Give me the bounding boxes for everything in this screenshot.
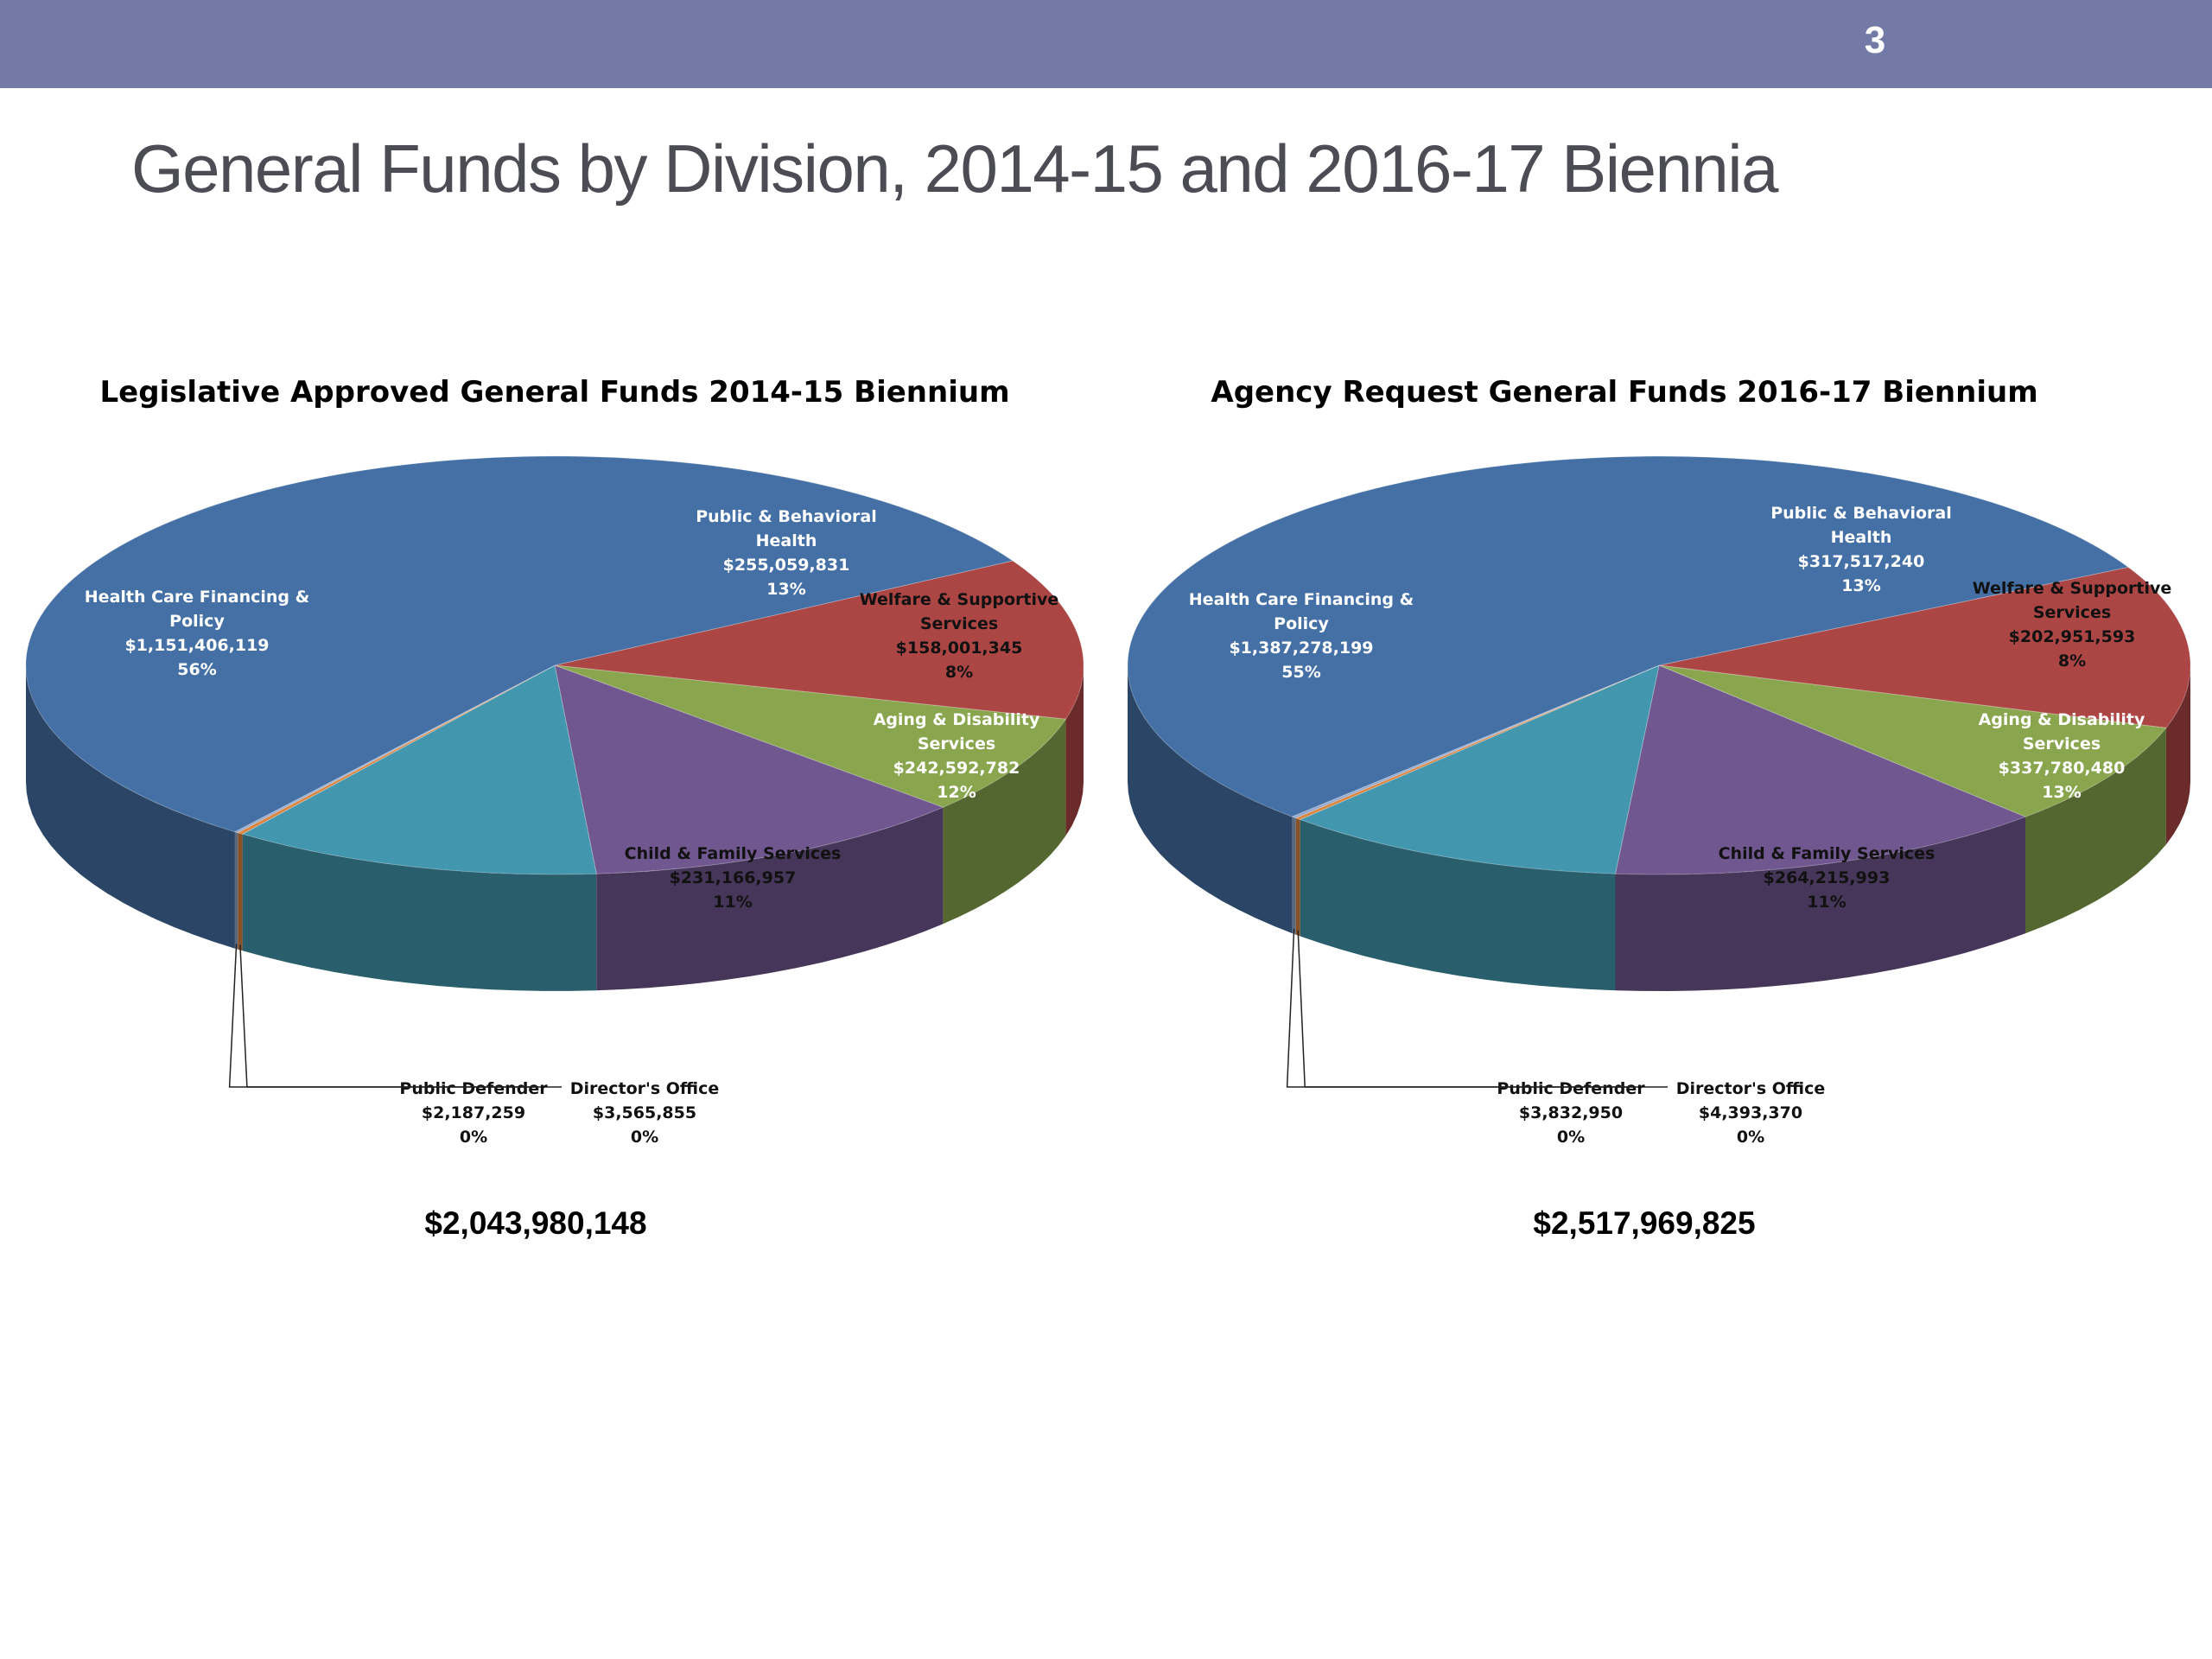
slice-welfare-and-supportive-services <box>1658 664 2167 817</box>
side-aging-and-disability-services <box>596 807 944 991</box>
data-label-aging-and-disability-services: Aging & Disability Services $242,592,782 12… <box>874 710 1040 802</box>
chart-total: $2,043,980,148 <box>424 1205 646 1241</box>
data-label-director-s-office: Director's Office $4,393,370 0% <box>1676 1079 1826 1147</box>
data-label-welfare-and-supportive-services: Welfare & Supportive Services $158,001,345… <box>860 590 1059 682</box>
side-public-and-behavioral-health <box>1065 665 1084 836</box>
data-label-public-and-behavioral-health: Public & Behavioral Health $255,059,831 13% <box>696 507 877 599</box>
side-public-defender <box>1292 817 1296 935</box>
slice-public-defender <box>1291 664 1660 819</box>
data-label-public-defender: Public Defender $2,187,259 0% <box>399 1079 548 1147</box>
side-child-and-family-services <box>242 834 597 991</box>
side-public-and-behavioral-health <box>2165 665 2190 845</box>
slice-health-care-financing-and-policy <box>25 455 1014 833</box>
side-welfare-and-supportive-services <box>943 719 1066 925</box>
slice-director-s-office <box>1294 664 1660 821</box>
pie-chart-1: Legislative Approved General Funds 2014-… <box>25 375 1084 1241</box>
slice-public-defender <box>233 664 556 834</box>
side-director-s-office <box>1295 817 1300 937</box>
slice-director-s-office <box>236 664 556 835</box>
slice-aging-and-disability-services <box>1614 664 2027 875</box>
pie-sides <box>26 665 1084 991</box>
side-aging-and-disability-services <box>1615 817 2025 991</box>
slice-public-and-behavioral-health <box>554 560 1084 720</box>
slice-aging-and-disability-services <box>554 664 944 874</box>
slice-child-and-family-services <box>1299 664 1660 874</box>
slice-health-care-financing-and-policy <box>1127 455 2130 817</box>
side-public-defender <box>234 831 238 950</box>
slice-welfare-and-supportive-services <box>554 664 1067 808</box>
side-welfare-and-supportive-services <box>2025 728 2166 934</box>
data-label-health-care-financing-and-policy: Health Care Financing & Policy $1,387,278,… <box>1189 590 1414 682</box>
leader-line-public-defender <box>228 944 538 1088</box>
data-label-child-and-family-services: Child & Family Services $231,166,957 11% <box>625 844 842 912</box>
side-health-care-financing-and-policy <box>1128 665 1293 934</box>
data-label-welfare-and-supportive-services: Welfare & Supportive Services $202,951,593… <box>1973 579 2172 671</box>
data-label-director-s-office: Director's Office $3,565,855 0% <box>570 1079 720 1147</box>
chart-total: $2,517,969,825 <box>1533 1205 1755 1241</box>
data-label-health-care-financing-and-policy: Health Care Financing & Policy $1,151,406,… <box>85 588 309 679</box>
data-label-public-defender: Public Defender $3,832,950 0% <box>1497 1079 1645 1147</box>
side-director-s-office <box>238 832 243 951</box>
chart-title: Agency Request General Funds 2016-17 Bie… <box>1211 375 2037 410</box>
slide-title: General Funds by Division, 2014-15 and 2… <box>131 130 1778 207</box>
slide-number: 3 <box>1864 19 1886 61</box>
pie-sides <box>1128 665 2190 991</box>
pie-chart-2: Agency Request General Funds 2016-17 Bie… <box>1127 375 2191 1241</box>
slice-child-and-family-services <box>241 664 597 875</box>
side-child-and-family-services <box>1300 819 1616 991</box>
leader-line-public-defender <box>1286 928 1636 1088</box>
data-label-aging-and-disability-services: Aging & Disability Services $337,780,480 13… <box>1979 710 2145 802</box>
slice-public-and-behavioral-health <box>1658 566 2191 728</box>
data-label-public-and-behavioral-health: Public & Behavioral Health $317,517,240 13% <box>1770 504 1952 595</box>
chart-title: Legislative Approved General Funds 2014-… <box>99 375 1009 410</box>
data-label-child-and-family-services: Child & Family Services $264,215,993 11% <box>1719 844 1936 912</box>
header-bar <box>0 0 2212 88</box>
side-health-care-financing-and-policy <box>26 665 235 949</box>
